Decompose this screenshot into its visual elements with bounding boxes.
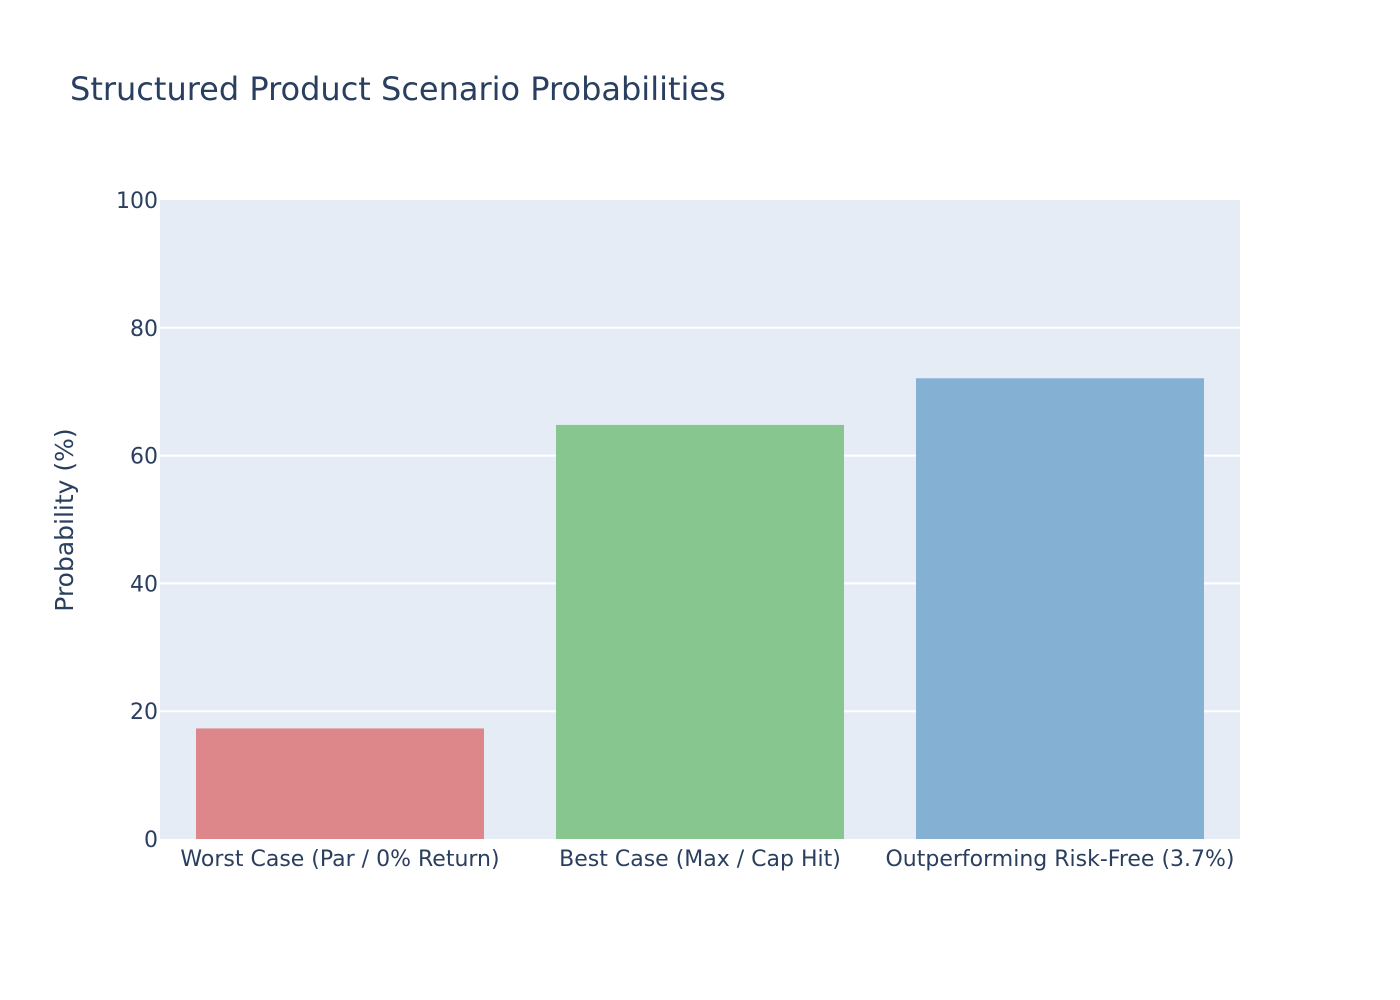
bar-1	[196, 728, 484, 839]
bar-2	[556, 424, 844, 839]
y-tick-label: 60	[130, 445, 158, 470]
bar-3	[916, 378, 1204, 839]
bars	[196, 378, 1204, 839]
x-axis-ticks: Worst Case (Par / 0% Return) Best Case (M…	[180, 847, 1234, 872]
x-tick-label: Worst Case (Par / 0% Return)	[180, 847, 499, 872]
x-tick-label: Outperforming Risk-Free (3.7%)	[885, 847, 1234, 872]
y-axis-ticks: 0 20 40 60 80 100	[116, 189, 158, 853]
y-tick-label: 80	[130, 317, 158, 342]
y-tick-label: 100	[116, 189, 158, 214]
y-tick-label: 40	[130, 572, 158, 597]
y-tick-label: 20	[130, 700, 158, 725]
chart-title: Structured Product Scenario Probabilitie…	[70, 70, 726, 108]
x-tick-label: Best Case (Max / Cap Hit)	[559, 847, 841, 872]
y-axis-title: Probability (%)	[50, 428, 79, 611]
y-tick-label: 0	[144, 828, 158, 853]
